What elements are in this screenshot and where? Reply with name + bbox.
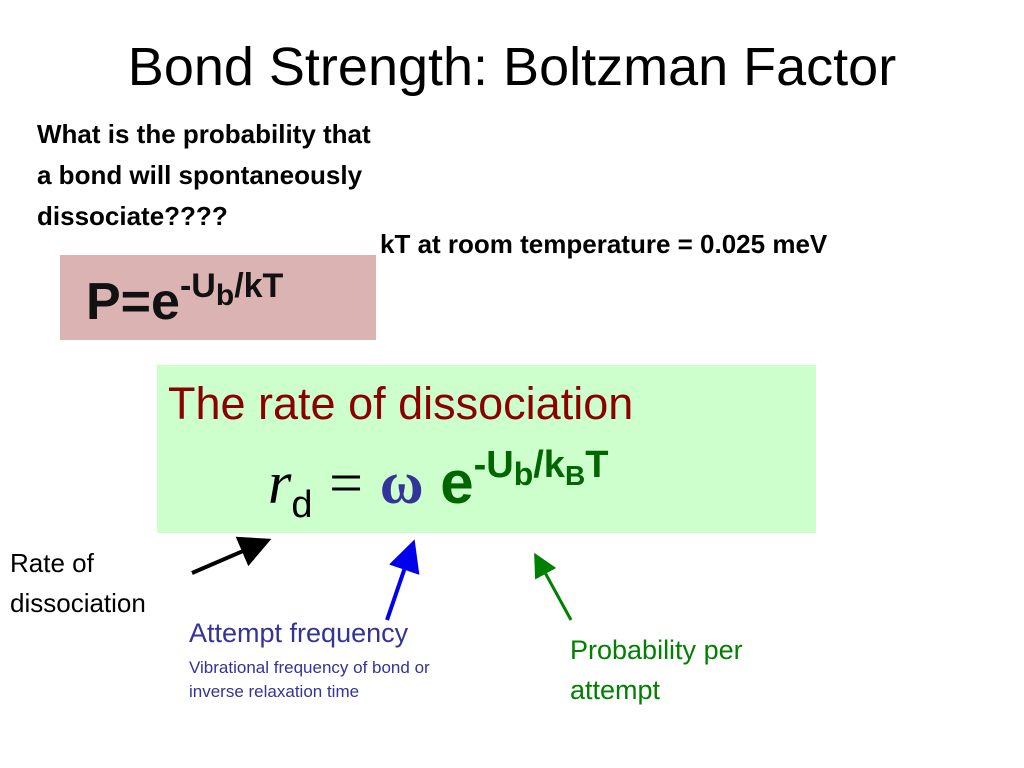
- attempt-label: Attempt frequency: [189, 618, 409, 648]
- arrow: [385, 539, 420, 621]
- rate-symbol: r: [268, 450, 292, 516]
- rate-formula: rd = ω e-Ub/kBT: [268, 446, 608, 524]
- rate-exp-sub: b: [513, 456, 534, 492]
- rate-label: Rate of dissociation: [10, 543, 146, 623]
- arrow: [191, 536, 272, 575]
- kt-note: kT at room temperature = 0.025 meV: [380, 229, 828, 259]
- formula-exp: /kT: [234, 267, 284, 305]
- boltzmann-box: [60, 255, 376, 340]
- question: What is the probability that a bond will…: [37, 114, 371, 237]
- rate-exp: T: [585, 444, 609, 486]
- omega: ω: [379, 450, 424, 516]
- probability-label-line: attempt: [570, 675, 661, 705]
- rate-exp: -U: [473, 444, 514, 486]
- formula-base: P=e: [86, 273, 180, 331]
- rate-base: e: [440, 449, 474, 516]
- formula-exp-sub: b: [215, 279, 235, 312]
- attempt-note-line: Vibrational frequency of bond or: [189, 658, 430, 677]
- question-line: dissociate????: [37, 201, 228, 231]
- rate-exp: /k: [533, 444, 565, 486]
- boltzmann-formula: P=e-Ub/kT: [86, 269, 283, 332]
- rate-box: [157, 365, 816, 533]
- question-line: a bond will spontaneously: [37, 160, 363, 190]
- attempt-note: Vibrational frequency of bond or inverse…: [189, 656, 430, 704]
- rate-exp-sub: B: [564, 460, 586, 491]
- title: Bond Strength: Boltzman Factor: [127, 37, 897, 97]
- rate-heading: The rate of dissociation: [168, 378, 634, 429]
- probability-label: Probability per attempt: [570, 630, 743, 710]
- probability-label-line: Probability per: [570, 635, 743, 665]
- rate-label-line: dissociation: [10, 588, 146, 618]
- question-line: What is the probability that: [37, 119, 371, 149]
- equals: =: [329, 450, 364, 516]
- formula-exp: -U: [179, 267, 216, 305]
- rate-symbol-sub: d: [291, 484, 313, 526]
- rate-label-line: Rate of: [10, 548, 94, 578]
- arrow: [534, 552, 573, 621]
- attempt-note-line: inverse relaxation time: [189, 682, 360, 701]
